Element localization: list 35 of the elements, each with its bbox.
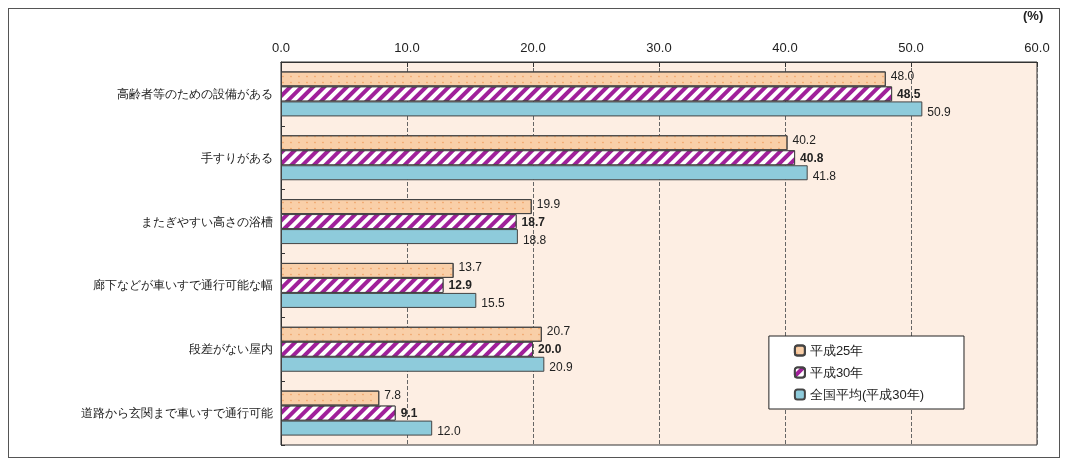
y-tick-label: またぎやすい高さの浴槽 <box>141 214 273 229</box>
x-tick-label: 40.0 <box>772 40 798 55</box>
x-tick-label: 20.0 <box>520 40 546 55</box>
x-tick-label: 30.0 <box>646 40 672 55</box>
y-tick-label: 道路から玄関まで車いすで通行可能 <box>81 406 273 421</box>
x-tick-label: 0.0 <box>271 40 291 55</box>
data-label: 20.0 <box>538 342 562 357</box>
data-label: 50.9 <box>927 104 952 119</box>
legend-label: 平成30年 <box>809 365 864 380</box>
data-label: 18.7 <box>521 214 546 229</box>
data-label: 20.7 <box>546 324 571 339</box>
y-tick-label: 廊下などが車いすで通行可能な幅 <box>93 278 273 293</box>
y-tick-label: 段差がない屋内 <box>189 342 273 357</box>
y-tick-label: 高齢者等のための設備がある <box>117 86 273 101</box>
y-tick-label: 手すりがある <box>201 150 273 165</box>
data-label: 12.0 <box>437 424 461 439</box>
data-label: 48.5 <box>897 86 921 101</box>
data-label: 12.9 <box>448 278 473 293</box>
data-label: 18.8 <box>522 232 547 247</box>
data-label: 20.9 <box>549 360 574 375</box>
x-tick-label: 10.0 <box>394 40 420 55</box>
data-label: 13.7 <box>458 260 483 275</box>
data-label: 48.0 <box>890 68 915 83</box>
data-label: 7.8 <box>384 388 402 403</box>
data-label: 41.8 <box>812 168 837 183</box>
data-label: 19.9 <box>536 196 561 211</box>
data-label: 40.8 <box>800 150 824 165</box>
legend-label: 全国平均(平成30年) <box>809 387 925 402</box>
x-tick-label: 50.0 <box>898 40 924 55</box>
data-label: 40.2 <box>792 132 817 147</box>
data-label: 9.1 <box>400 406 418 421</box>
x-tick-label: 60.0 <box>1024 40 1050 55</box>
legend-label: 平成25年 <box>809 343 864 358</box>
data-label: 15.5 <box>481 296 505 311</box>
x-axis-title: (%) <box>1023 8 1044 23</box>
